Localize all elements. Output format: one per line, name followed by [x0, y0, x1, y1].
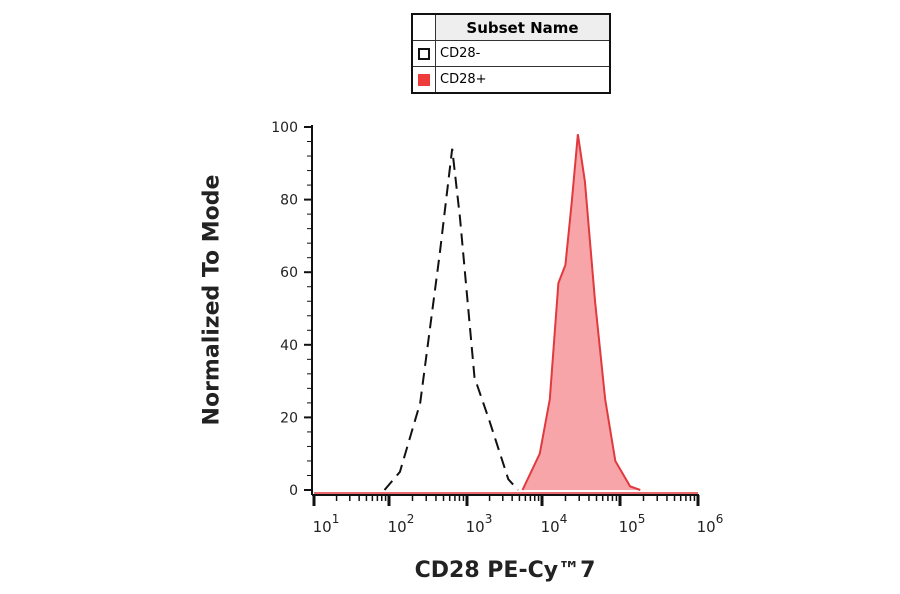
y-tick-label: 80	[280, 193, 298, 209]
x-tick-label: 106	[697, 512, 724, 536]
y-axis-label: Normalized To Mode	[199, 174, 225, 426]
legend-label-cd28-neg: CD28-	[440, 46, 481, 61]
legend-swatch-cd28-neg	[418, 47, 430, 60]
y-tick-label: 100	[271, 120, 298, 136]
series-line-0	[383, 148, 519, 491]
series-line-1	[521, 134, 641, 491]
y-tick-label: 0	[289, 483, 298, 499]
legend: Subset Name CD28- CD28+	[411, 13, 611, 94]
y-tick-label: 60	[280, 265, 298, 281]
legend-title: Subset Name	[466, 18, 579, 37]
y-tick-label: 20	[280, 410, 298, 426]
series-fill-1	[522, 134, 641, 490]
x-tick-label: 102	[388, 512, 415, 536]
x-tick-label: 101	[313, 512, 340, 536]
x-tick-label: 104	[541, 512, 568, 536]
x-tick-label: 103	[466, 512, 493, 536]
x-tick-label: 105	[619, 512, 646, 536]
x-axis-label: CD28 PE-Cy™7	[414, 558, 596, 583]
y-tick-label: 40	[280, 338, 298, 354]
legend-label-cd28-pos: CD28+	[440, 72, 487, 87]
legend-swatch-cd28-pos	[418, 73, 430, 86]
